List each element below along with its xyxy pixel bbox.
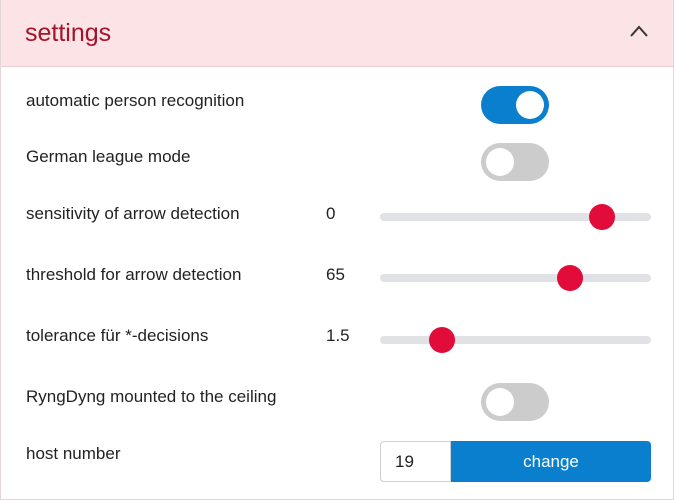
- ceiling-mounted-label: RyngDyng mounted to the ceiling: [26, 387, 277, 406]
- arrow-sensitivity-value: 0: [326, 204, 336, 223]
- settings-header[interactable]: settings: [1, 0, 673, 67]
- auto-person-recognition-label: automatic person recognition: [26, 91, 245, 110]
- slider-track: [380, 336, 651, 344]
- slider-thumb[interactable]: [556, 265, 583, 291]
- slider-thumb[interactable]: [589, 204, 616, 230]
- arrow-sensitivity-slider[interactable]: [380, 204, 651, 230]
- arrow-threshold-label: threshold for arrow detection: [26, 265, 242, 284]
- arrow-sensitivity-label: sensitivity of arrow detection: [26, 204, 240, 223]
- host-number-label: host number: [26, 444, 121, 463]
- slider-thumb[interactable]: [429, 327, 456, 353]
- arrow-threshold-value: 65: [326, 265, 345, 284]
- ceiling-mounted-toggle[interactable]: [481, 383, 549, 421]
- slider-track: [380, 213, 651, 221]
- german-league-mode-label: German league mode: [26, 147, 191, 166]
- tolerance-label: tolerance für *-decisions: [26, 326, 209, 345]
- host-number-input[interactable]: [380, 441, 451, 482]
- slider-track: [380, 274, 651, 282]
- toggle-knob: [516, 91, 544, 119]
- chevron-up-icon[interactable]: [629, 24, 649, 38]
- german-league-mode-toggle[interactable]: [481, 143, 549, 181]
- change-button[interactable]: change: [451, 441, 651, 482]
- settings-title: settings: [25, 19, 112, 47]
- tolerance-slider[interactable]: [380, 327, 651, 353]
- tolerance-value: 1.5: [326, 326, 350, 345]
- auto-person-recognition-toggle[interactable]: [481, 86, 549, 124]
- arrow-threshold-slider[interactable]: [380, 265, 651, 291]
- toggle-knob: [486, 388, 514, 416]
- toggle-knob: [486, 148, 514, 176]
